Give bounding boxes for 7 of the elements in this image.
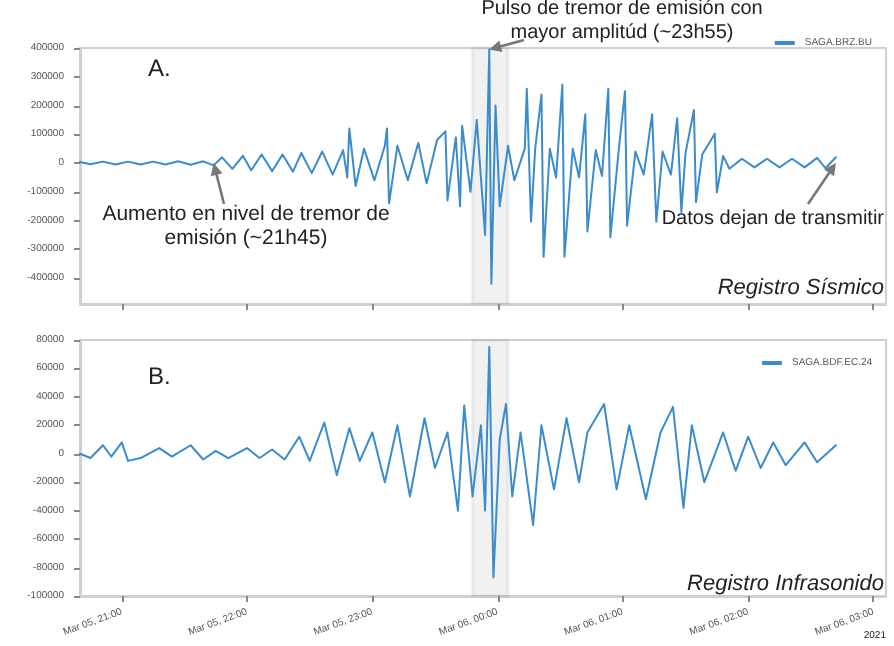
annotation: Registro Infrasonido: [685, 572, 884, 598]
annotation: Aumento en nivel de tremor de emisión (~21h45): [100, 202, 392, 251]
annotation: Registro Sísmico: [715, 276, 884, 302]
annotation: B.: [148, 362, 171, 392]
annotation: A.: [148, 54, 171, 84]
annotation: Datos dejan de transmitir: [659, 208, 884, 231]
annotation: Pulso de tremor de emisión con mayor amplitúd (~23h55): [479, 0, 765, 44]
